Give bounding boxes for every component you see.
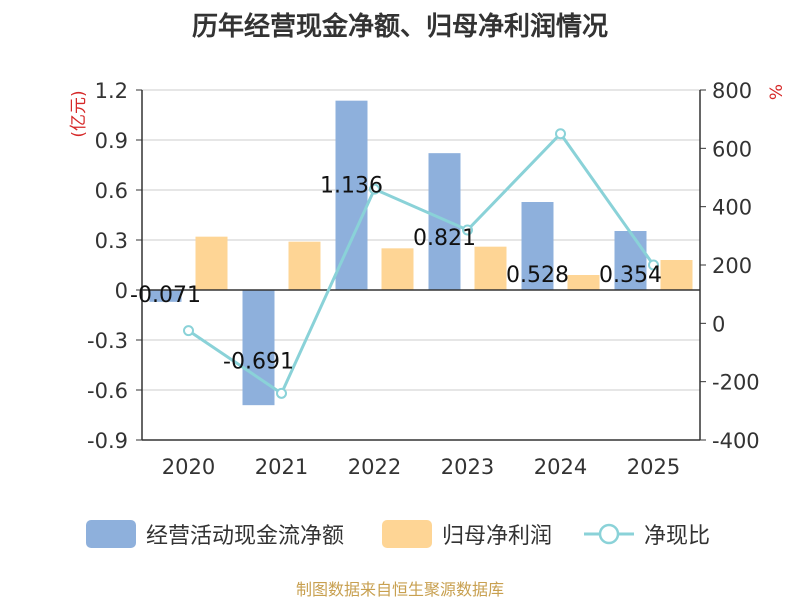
x-tick-label: 2023: [441, 455, 494, 479]
source-note: 制图数据来自恒生聚源数据库: [295, 580, 504, 599]
point-cash-ratio: [369, 183, 380, 195]
bar-net-profit: [567, 275, 600, 290]
bar-cashflow: [242, 290, 275, 406]
y-left-tick-label: 1.2: [95, 79, 128, 103]
data-label-cashflow: 0.528: [506, 263, 569, 288]
y-left-tick-label: 0.6: [95, 179, 128, 203]
y-left-unit-label: (亿元): [69, 90, 89, 137]
bar-net-profit: [381, 248, 414, 290]
bar-cashflow: [521, 202, 554, 290]
axes: 1.2 0.9 0.6 0.3 0 -0.3 -0.6 -0.9 800 600 400 200 0 -2…: [69, 79, 787, 479]
line-series: [183, 128, 659, 399]
legend-swatch-net-profit: [382, 520, 432, 548]
bar-net-profit: [288, 241, 321, 290]
y-right-tick-label: -400: [712, 429, 760, 453]
bar-group: [149, 100, 693, 406]
x-tick-label: 2025: [627, 455, 680, 479]
bar-net-profit: [660, 260, 693, 290]
legend-swatch-cashflow: [86, 520, 136, 548]
y-left-tick-label: -0.3: [87, 329, 128, 353]
bar-cashflow: [614, 231, 647, 290]
y-right-tick-label: -200: [712, 371, 760, 395]
x-tick-label: 2021: [255, 455, 308, 479]
point-cash-ratio: [183, 325, 194, 337]
legend-label-cashflow: 经营活动现金流净额: [146, 524, 345, 549]
legend: 经营活动现金流净额 归母净利润 净现比: [0, 514, 800, 556]
data-label-cashflow: 0.354: [599, 263, 662, 288]
bar-net-profit: [474, 246, 507, 290]
point-cash-ratio: [555, 128, 566, 140]
data-label-cashflow: 1.136: [320, 174, 383, 199]
y-right-tick-label: 0: [712, 312, 725, 336]
y-left-tick-label: 0.3: [95, 229, 128, 253]
legend-label-net-profit: 归母净利润: [442, 524, 553, 549]
y-left-tick-label: 0.9: [95, 129, 128, 153]
bar-cashflow: [149, 290, 182, 302]
data-label-cashflow: 0.821: [413, 226, 476, 251]
y-left-tick-label: 0: [115, 279, 128, 303]
x-tick-label: 2020: [162, 455, 215, 479]
x-tick-label: 2022: [348, 455, 401, 479]
bar-net-profit: [195, 236, 228, 290]
point-cash-ratio: [462, 224, 473, 236]
x-tick-label: 2024: [534, 455, 587, 479]
data-labels: -0.071 -0.691 1.136 0.821 0.528 0.354: [130, 174, 662, 375]
legend-item-cashflow[interactable]: 经营活动现金流净额: [86, 518, 344, 550]
y-right-tick-label: 600: [712, 137, 752, 161]
point-cash-ratio: [648, 259, 659, 271]
y-left-tick-label: -0.9: [87, 429, 128, 453]
legend-label-cash-ratio: 净现比: [644, 524, 711, 549]
bar-cashflow: [335, 100, 368, 291]
line-cash-ratio: [187, 131, 655, 396]
legend-item-cash-ratio[interactable]: 净现比: [584, 518, 710, 550]
legend-swatch-cash-ratio: [584, 520, 634, 548]
y-right-tick-label: 400: [712, 196, 752, 220]
chart-title: 历年经营现金净额、归母净利润情况: [191, 12, 608, 42]
legend-item-net-profit[interactable]: 归母净利润: [382, 518, 552, 550]
y-right-unit-label: %: [767, 84, 787, 100]
y-left-tick-label: -0.6: [87, 379, 128, 403]
data-label-cashflow: -0.691: [223, 349, 294, 374]
point-cash-ratio: [276, 387, 287, 399]
y-right-tick-label: 200: [712, 254, 752, 278]
y-right-tick-label: 800: [712, 79, 752, 103]
data-label-cashflow: -0.071: [130, 283, 201, 308]
bar-cashflow: [428, 153, 461, 290]
